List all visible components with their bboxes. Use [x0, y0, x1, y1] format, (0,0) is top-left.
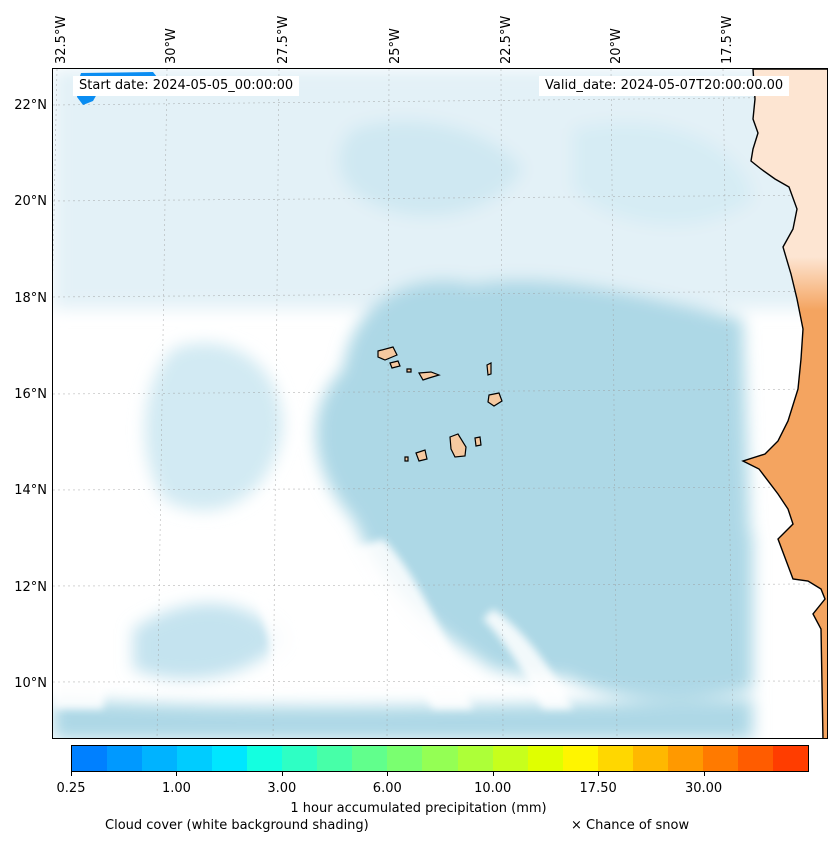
lat-label-18n: 18°N — [14, 291, 47, 306]
island-brava — [404, 456, 409, 462]
colorbar-tickmark — [492, 772, 494, 776]
colorbar-swatch — [667, 746, 703, 771]
colorbar-tick-label: 6.00 — [372, 781, 402, 796]
cloud-field-northeast — [573, 122, 753, 225]
colorbar-swatch — [702, 746, 738, 771]
lat-label-12n: 12°N — [14, 580, 47, 595]
clear-sky-streaks — [53, 539, 573, 709]
colorbar-label: 1 hour accumulated precipitation (mm) — [290, 801, 547, 816]
island-sao-vicente — [389, 360, 401, 369]
colorbar-tickmark — [71, 772, 72, 776]
colorbar-swatch — [142, 746, 178, 771]
map-canvas — [53, 69, 827, 738]
colorbar-swatch — [352, 746, 388, 771]
colorbar-tickmark — [598, 772, 600, 776]
colorbar-swatch — [527, 746, 563, 771]
colorbar-swatch — [597, 746, 633, 771]
precip-colorbar — [71, 745, 809, 772]
lon-label-30w: 30°W — [164, 28, 179, 64]
valid-date-label: Valid_date: 2024-05-07T20:00:00.00 — [539, 76, 790, 96]
map-gridlines — [53, 69, 827, 738]
island-maio — [474, 436, 482, 447]
colorbar-swatch — [387, 746, 423, 771]
lon-label-27-5w: 27.5°W — [276, 15, 291, 64]
colorbar-swatch — [457, 746, 493, 771]
colorbar-swatch — [492, 746, 528, 771]
island-fogo — [415, 449, 428, 462]
lat-label-20n: 20°N — [14, 194, 47, 209]
colorbar-swatch — [772, 746, 808, 771]
cloud-field-west — [144, 342, 283, 511]
colorbar-swatch — [107, 746, 143, 771]
colorbar-swatch — [212, 746, 248, 771]
colorbar-tick-label: 10.00 — [474, 781, 512, 796]
colorbar-tickmark — [387, 772, 389, 776]
colorbar-swatch — [282, 746, 318, 771]
lat-label-10n: 10°N — [14, 676, 47, 691]
cloud-field-southwest — [133, 603, 283, 679]
colorbar-swatch — [422, 746, 458, 771]
lon-label-25w: 25°W — [388, 28, 403, 64]
colorbar-swatch — [72, 746, 108, 771]
lat-label-16n: 16°N — [14, 387, 47, 402]
cloud-field-north — [339, 121, 523, 216]
colorbar-tick-label: 0.25 — [56, 781, 86, 796]
colorbar-tick-label: 3.00 — [267, 781, 297, 796]
cloud-cover-shading — [53, 69, 827, 738]
lon-label-32-5w: 32.5°W — [54, 15, 69, 64]
lon-label-22-5w: 22.5°W — [499, 15, 514, 64]
cloud-field-south-band — [53, 699, 753, 738]
island-sal — [486, 362, 492, 376]
lat-label-14n: 14°N — [14, 483, 47, 498]
colorbar-tick-label: 30.00 — [684, 781, 723, 796]
colorbar-tickmark — [176, 772, 178, 776]
cloud-cover-legend: Cloud cover (white background shading) — [105, 818, 369, 833]
colorbar-swatch — [177, 746, 213, 771]
colorbar-tickmark — [281, 772, 283, 776]
island-santa-luzia — [406, 368, 412, 373]
start-date-label: Start date: 2024-05-05_00:00:00 — [73, 76, 300, 96]
colorbar-tickmark — [703, 772, 705, 776]
colorbar-tick-label: 1.00 — [161, 781, 191, 796]
island-santo-antao — [377, 346, 398, 361]
lat-label-22n: 22°N — [14, 98, 47, 113]
africa-land — [741, 69, 827, 738]
colorbar-swatch — [737, 746, 773, 771]
lon-label-20w: 20°W — [609, 28, 624, 64]
cloud-field-southeast — [553, 481, 753, 700]
lon-label-17-5w: 17.5°W — [720, 15, 735, 64]
colorbar-tick-label: 17.50 — [579, 781, 617, 796]
island-boa-vista — [487, 392, 503, 407]
island-sao-nicolau — [418, 371, 441, 381]
colorbar-swatch — [562, 746, 598, 771]
colorbar-swatch — [632, 746, 668, 771]
snow-legend: × Chance of snow — [571, 818, 690, 833]
cape-verde-islands — [377, 346, 503, 462]
map-frame[interactable] — [52, 68, 828, 739]
colorbar-swatch — [247, 746, 283, 771]
island-santiago — [449, 433, 467, 458]
colorbar-swatch — [317, 746, 353, 771]
